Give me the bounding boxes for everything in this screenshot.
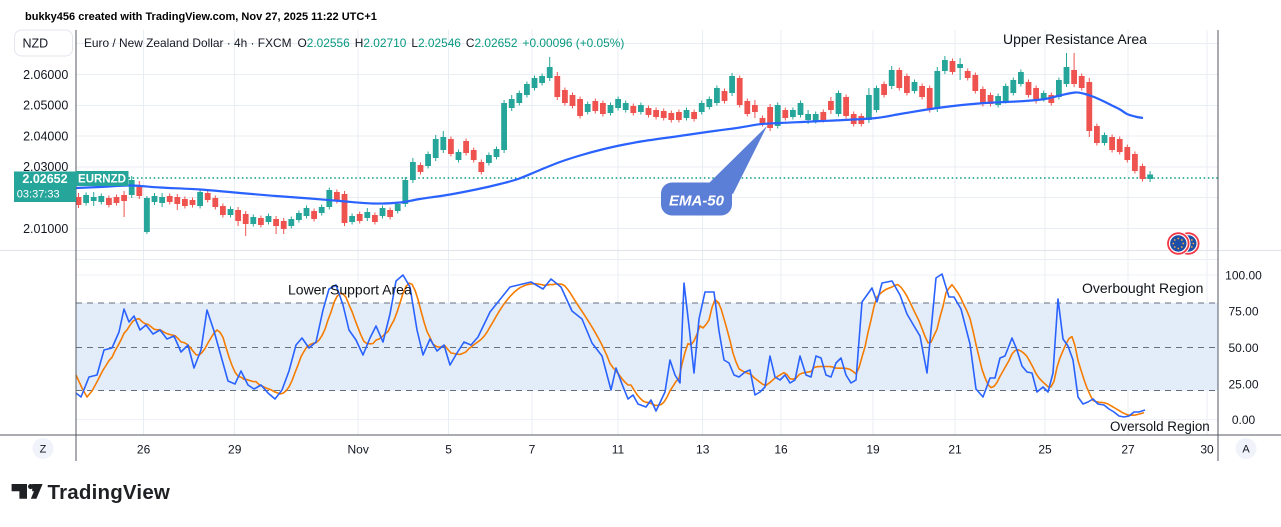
svg-text:75.00: 75.00 [1228, 305, 1258, 319]
svg-text:TradingView: TradingView [48, 481, 171, 504]
svg-text:2.01000: 2.01000 [23, 222, 68, 236]
svg-text:100.00: 100.00 [1225, 268, 1262, 282]
svg-text:EMA-50: EMA-50 [669, 193, 725, 210]
svg-text:Nov: Nov [348, 443, 369, 457]
svg-text:Euro / New Zealand Dollar · 4h: Euro / New Zealand Dollar · 4h · FXCM O2.… [84, 36, 624, 50]
svg-text:5: 5 [445, 443, 452, 457]
svg-text:Lower Support Area: Lower Support Area [288, 282, 412, 298]
svg-text:27: 27 [1121, 443, 1135, 457]
svg-text:21: 21 [948, 443, 962, 457]
svg-text:EURNZD: EURNZD [78, 174, 126, 186]
svg-text:2.02652: 2.02652 [22, 172, 67, 186]
svg-text:7: 7 [529, 443, 536, 457]
svg-text:Overbought Region: Overbought Region [1082, 280, 1203, 296]
svg-text:Upper Resistance Area: Upper Resistance Area [1003, 31, 1147, 47]
svg-text:2.06000: 2.06000 [23, 68, 68, 82]
svg-text:29: 29 [228, 443, 242, 457]
svg-text:2.05000: 2.05000 [23, 99, 68, 113]
svg-text:03:37:33: 03:37:33 [17, 189, 60, 201]
svg-text:19: 19 [866, 443, 880, 457]
svg-text:2.04000: 2.04000 [23, 129, 68, 143]
svg-text:11: 11 [612, 443, 625, 457]
svg-text:25.00: 25.00 [1228, 378, 1258, 392]
svg-text:Z: Z [40, 444, 47, 456]
svg-text:Oversold Region: Oversold Region [1110, 419, 1210, 434]
svg-text:2.03000: 2.03000 [23, 160, 68, 174]
svg-text:bukky456 created with TradingV: bukky456 created with TradingView.com, N… [25, 11, 377, 23]
svg-text:50.00: 50.00 [1228, 341, 1258, 355]
svg-text:NZD: NZD [23, 37, 49, 51]
svg-text:30: 30 [1200, 443, 1214, 457]
svg-text:0.00: 0.00 [1232, 413, 1256, 427]
svg-text:25: 25 [1038, 443, 1052, 457]
svg-text:A: A [1242, 444, 1250, 456]
svg-text:13: 13 [696, 443, 710, 457]
svg-text:26: 26 [137, 443, 151, 457]
svg-text:16: 16 [774, 443, 788, 457]
